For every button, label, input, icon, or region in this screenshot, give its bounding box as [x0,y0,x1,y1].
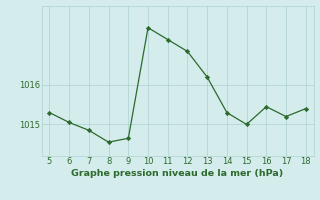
X-axis label: Graphe pression niveau de la mer (hPa): Graphe pression niveau de la mer (hPa) [71,169,284,178]
